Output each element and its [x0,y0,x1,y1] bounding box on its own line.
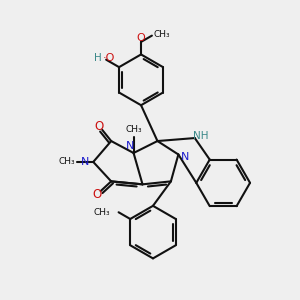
Text: N: N [181,152,189,162]
Text: CH₃: CH₃ [125,125,142,134]
Text: O: O [94,120,103,133]
Text: O: O [137,33,146,43]
Text: CH₃: CH₃ [153,30,170,39]
Text: H: H [94,53,102,64]
Text: NH: NH [193,131,208,141]
Text: N: N [81,157,89,167]
Text: N: N [126,141,134,152]
Text: O: O [92,188,102,201]
Text: CH₃: CH₃ [59,158,76,166]
Text: ·O: ·O [102,53,115,64]
Text: CH₃: CH₃ [94,208,110,217]
